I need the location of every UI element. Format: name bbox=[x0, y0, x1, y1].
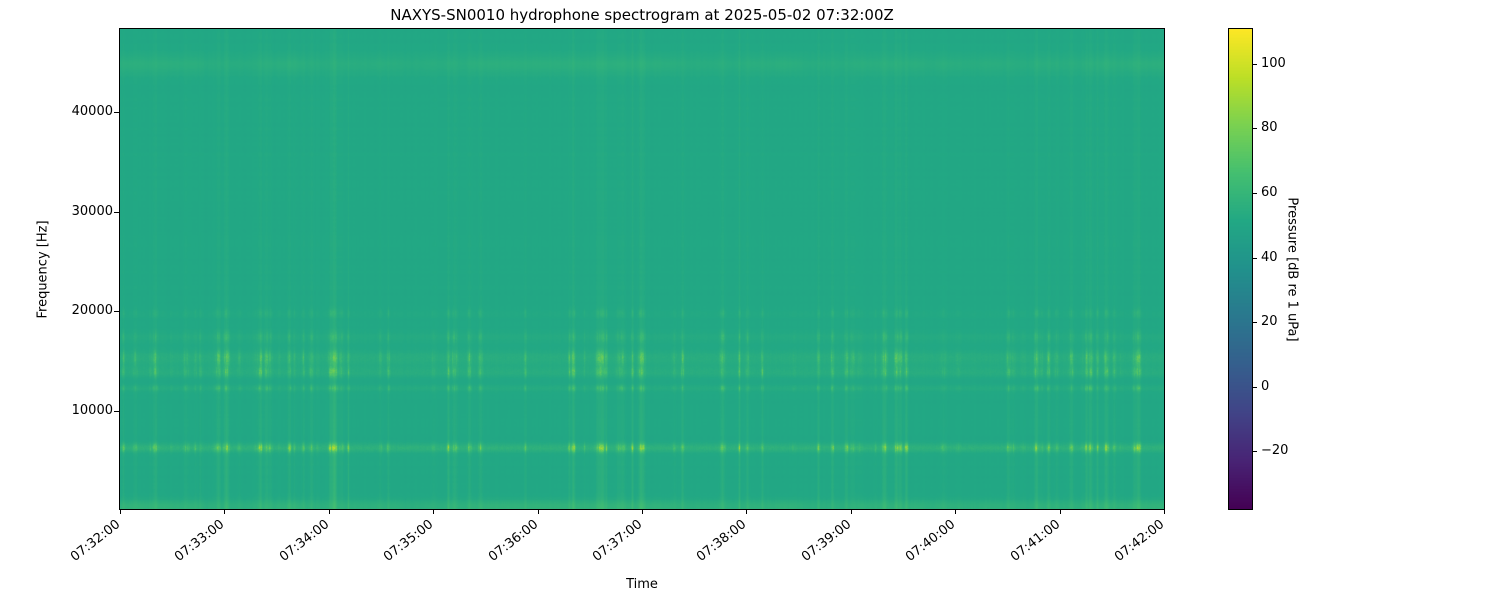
x-tick-mark bbox=[120, 510, 121, 514]
y-tick-mark bbox=[114, 311, 119, 313]
x-tick-mark bbox=[1059, 510, 1061, 514]
colorbar-tick-label: 0 bbox=[1261, 378, 1270, 394]
x-tick-mark bbox=[746, 510, 748, 514]
y-tick-label: 30000 bbox=[71, 203, 113, 219]
colorbar bbox=[1228, 28, 1253, 510]
y-tick-mark bbox=[114, 410, 119, 412]
y-tick-mark bbox=[114, 112, 119, 114]
chart-title: NAXYS-SN0010 hydrophone spectrogram at 2… bbox=[390, 6, 894, 24]
x-tick-mark bbox=[537, 510, 539, 514]
x-tick-label: 07:32:00 bbox=[67, 517, 124, 565]
y-tick-label: 10000 bbox=[71, 402, 113, 418]
colorbar-tick-mark bbox=[1253, 322, 1257, 324]
colorbar-tick-mark bbox=[1253, 451, 1257, 453]
spectrogram-canvas bbox=[120, 29, 1164, 509]
plot-area bbox=[119, 28, 1165, 510]
colorbar-label: Pressure [dB re 1 uPa] bbox=[1279, 29, 1305, 509]
x-tick-mark bbox=[328, 510, 330, 514]
x-axis-label: Time bbox=[626, 577, 658, 592]
x-tick-mark bbox=[955, 510, 957, 514]
colorbar-tick-mark bbox=[1253, 257, 1257, 259]
colorbar-tick-label: 40 bbox=[1261, 249, 1278, 265]
colorbar-tick-label: 60 bbox=[1261, 185, 1278, 200]
x-tick-mark bbox=[1164, 510, 1165, 514]
y-tick-mark bbox=[114, 211, 119, 213]
colorbar-tick-label: 100 bbox=[1261, 55, 1286, 71]
x-tick-mark bbox=[642, 510, 643, 514]
x-tick-mark bbox=[224, 510, 226, 514]
colorbar-tick-label: 20 bbox=[1261, 314, 1278, 330]
colorbar-tick-mark bbox=[1253, 193, 1257, 194]
y-tick-label: 40000 bbox=[71, 104, 113, 120]
colorbar-tick-mark bbox=[1253, 63, 1257, 65]
x-tick-mark bbox=[433, 510, 435, 514]
y-tick-label: 20000 bbox=[71, 303, 113, 319]
colorbar-tick-mark bbox=[1253, 386, 1257, 388]
colorbar-tick-label: −20 bbox=[1261, 443, 1289, 459]
colorbar-canvas bbox=[1229, 29, 1252, 509]
colorbar-tick-label: 80 bbox=[1261, 120, 1278, 136]
x-tick-mark bbox=[850, 510, 852, 514]
colorbar-tick-mark bbox=[1253, 128, 1257, 130]
y-axis-label: Frequency [Hz] bbox=[30, 29, 56, 509]
colorbar-label-text: Pressure [dB re 1 uPa] bbox=[1284, 196, 1300, 342]
